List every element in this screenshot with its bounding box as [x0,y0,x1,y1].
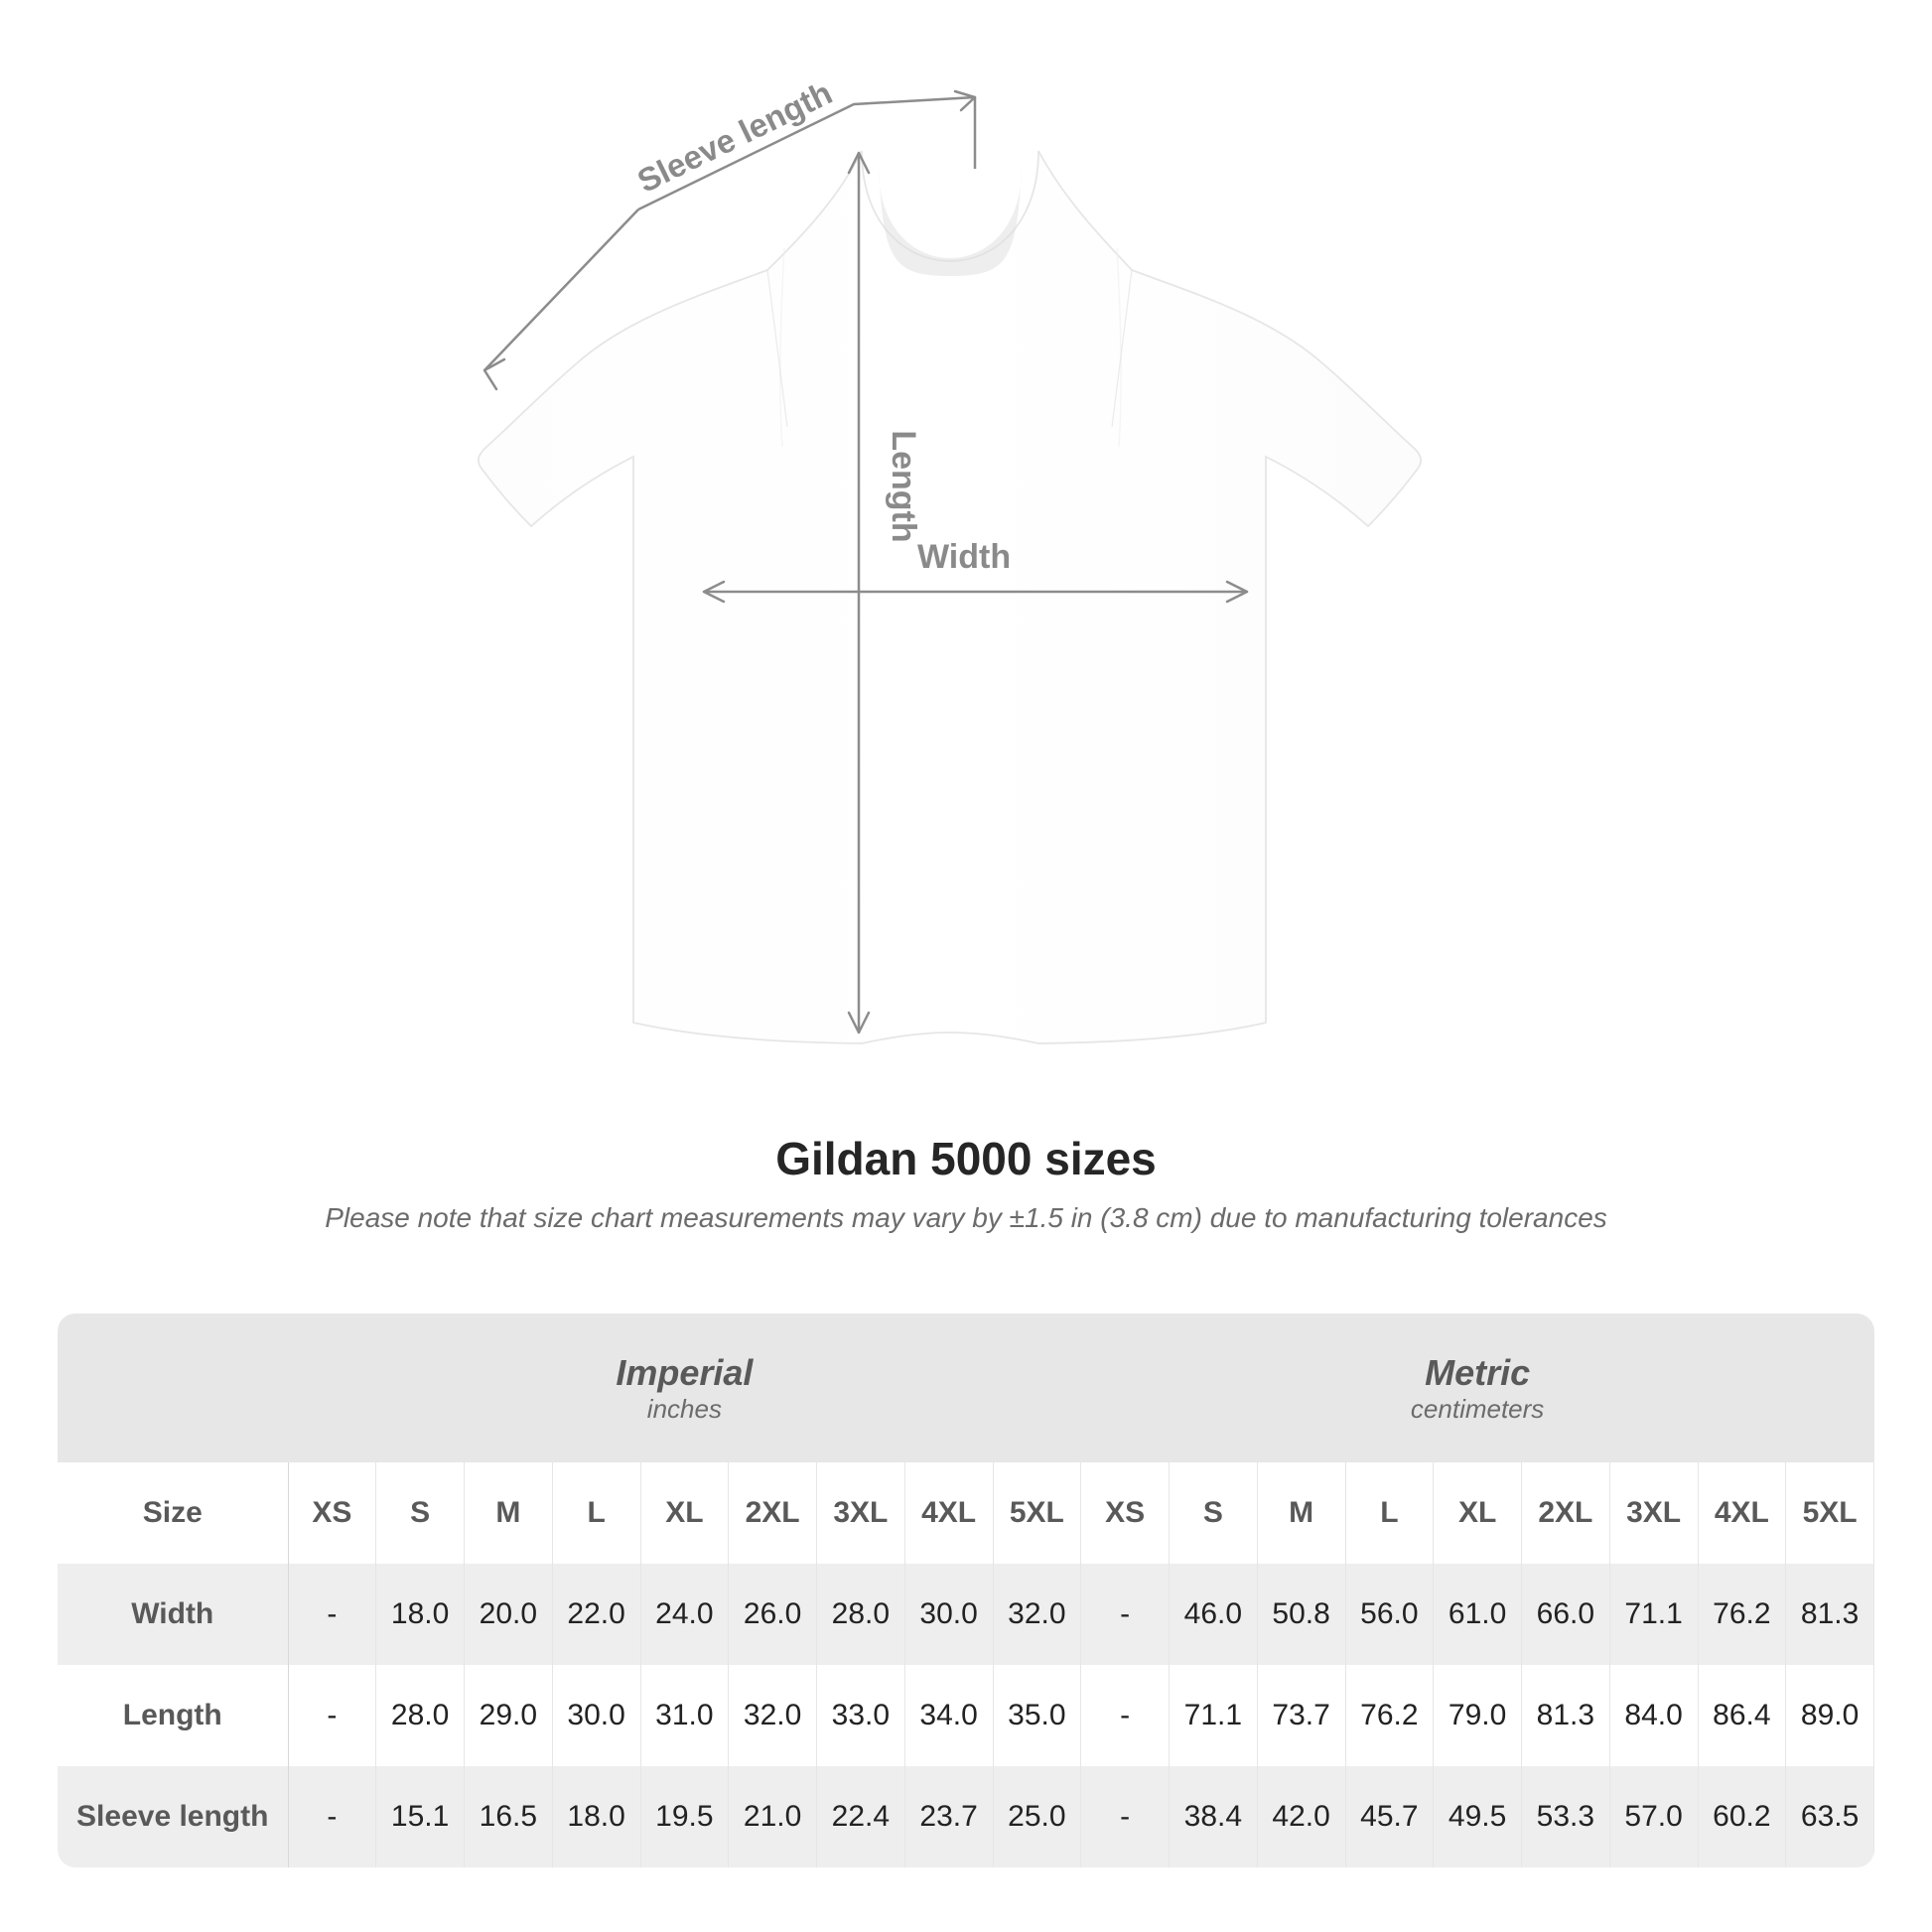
svg-text:Width: Width [917,538,1011,576]
svg-text:Length: Length [885,430,922,542]
svg-text:Sleeve length: Sleeve length [631,73,837,200]
